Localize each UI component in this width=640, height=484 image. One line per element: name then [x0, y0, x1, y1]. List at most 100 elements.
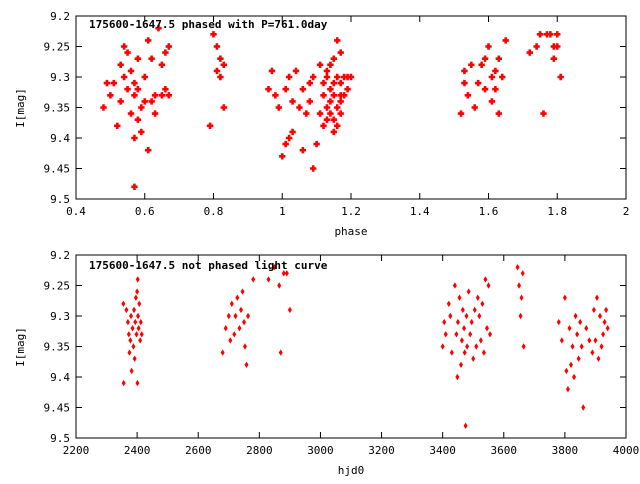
x-axis-label: phase — [334, 225, 367, 238]
data-point — [303, 110, 310, 117]
data-point — [132, 306, 137, 314]
x-tick-label: 3400 — [429, 444, 456, 457]
data-point — [448, 312, 453, 320]
data-point — [526, 49, 533, 56]
data-point — [135, 276, 140, 283]
data-point — [446, 300, 451, 307]
data-point — [334, 104, 341, 111]
data-point — [570, 343, 575, 350]
data-point — [130, 325, 135, 332]
x-tick-label: 1 — [279, 205, 286, 218]
data-point — [158, 61, 166, 68]
data-point — [468, 331, 473, 338]
y-tick-label: 9.5 — [50, 193, 70, 206]
data-point — [131, 79, 138, 87]
data-point — [320, 122, 327, 129]
data-point — [100, 104, 107, 111]
data-point — [141, 73, 148, 81]
data-point — [554, 43, 561, 50]
data-point — [117, 61, 124, 68]
phased-panel: 0.4 0.6 0.8 1 1.2 1.4 1.6 1.8 2 9.29.259.39.359.… — [14, 10, 629, 238]
x-tick-label: 2800 — [246, 444, 273, 457]
y-tick-label: 9.25 — [44, 41, 71, 54]
data-point — [285, 73, 293, 81]
data-point — [299, 86, 307, 93]
data-point — [158, 92, 166, 99]
data-point — [275, 104, 283, 111]
data-point — [316, 110, 324, 117]
data-point — [330, 128, 338, 136]
data-point — [210, 31, 217, 38]
x-tick-label: 3600 — [491, 444, 518, 457]
data-point — [132, 355, 137, 362]
data-point — [337, 98, 344, 105]
y-tick-label: 9.2 — [50, 10, 70, 23]
data-point — [296, 104, 303, 111]
data-point — [481, 86, 489, 93]
data-point — [279, 153, 286, 160]
data-point — [337, 110, 344, 117]
data-point — [337, 79, 344, 87]
data-point — [268, 67, 276, 75]
data-point — [330, 79, 338, 87]
data-point — [569, 361, 573, 368]
data-point — [131, 183, 138, 190]
data-point — [556, 318, 561, 326]
data-point — [520, 270, 525, 277]
data-point — [110, 79, 118, 87]
data-point — [129, 367, 134, 375]
data-point — [281, 270, 286, 277]
data-point — [323, 116, 331, 123]
data-point — [442, 318, 447, 326]
data-point — [138, 337, 143, 344]
data-point — [468, 61, 475, 68]
chart-title: 175600-1647.5 not phased light curve — [89, 259, 328, 272]
data-point — [223, 325, 228, 332]
data-point — [282, 140, 289, 148]
x-tick-label: 1.2 — [341, 205, 361, 218]
data-point — [484, 325, 489, 332]
data-point — [133, 294, 138, 301]
data-point — [306, 79, 313, 87]
data-point — [129, 312, 133, 320]
data-point — [144, 37, 152, 44]
data-point — [240, 288, 245, 295]
data-point — [148, 55, 155, 62]
data-point — [151, 92, 159, 99]
data-point — [144, 147, 152, 154]
data-point — [127, 67, 135, 75]
unphased-panel: 2200 2400 2600 2800 3000 3200 3400 3600 3800 4000… — [14, 249, 639, 477]
data-point — [327, 86, 334, 93]
data-point — [486, 282, 491, 289]
data-point — [518, 312, 523, 320]
data-point — [155, 25, 162, 32]
data-point — [242, 343, 247, 350]
x-tick-label: 0.6 — [135, 205, 155, 218]
data-point — [320, 92, 327, 99]
data-point — [323, 73, 331, 81]
data-point — [554, 31, 561, 38]
data-point — [309, 165, 317, 172]
data-point — [134, 55, 142, 62]
data-point — [272, 92, 279, 99]
data-point — [120, 73, 128, 81]
data-point — [235, 294, 240, 301]
x-tick-label: 3200 — [368, 444, 395, 457]
data-point — [165, 92, 173, 99]
data-point — [330, 55, 338, 62]
data-point — [127, 349, 132, 356]
data-point — [323, 104, 331, 111]
data-point — [557, 73, 564, 81]
data-point — [220, 104, 228, 111]
data-point — [564, 367, 569, 375]
data-point — [244, 361, 249, 368]
data-point — [469, 318, 474, 326]
chart-title: 175600-1647.5 phased with P=761.0day — [89, 18, 328, 31]
data-point — [599, 343, 604, 350]
data-point — [462, 349, 467, 356]
x-tick-label: 0.4 — [66, 205, 86, 218]
data-point — [550, 43, 558, 50]
data-point — [478, 337, 483, 344]
